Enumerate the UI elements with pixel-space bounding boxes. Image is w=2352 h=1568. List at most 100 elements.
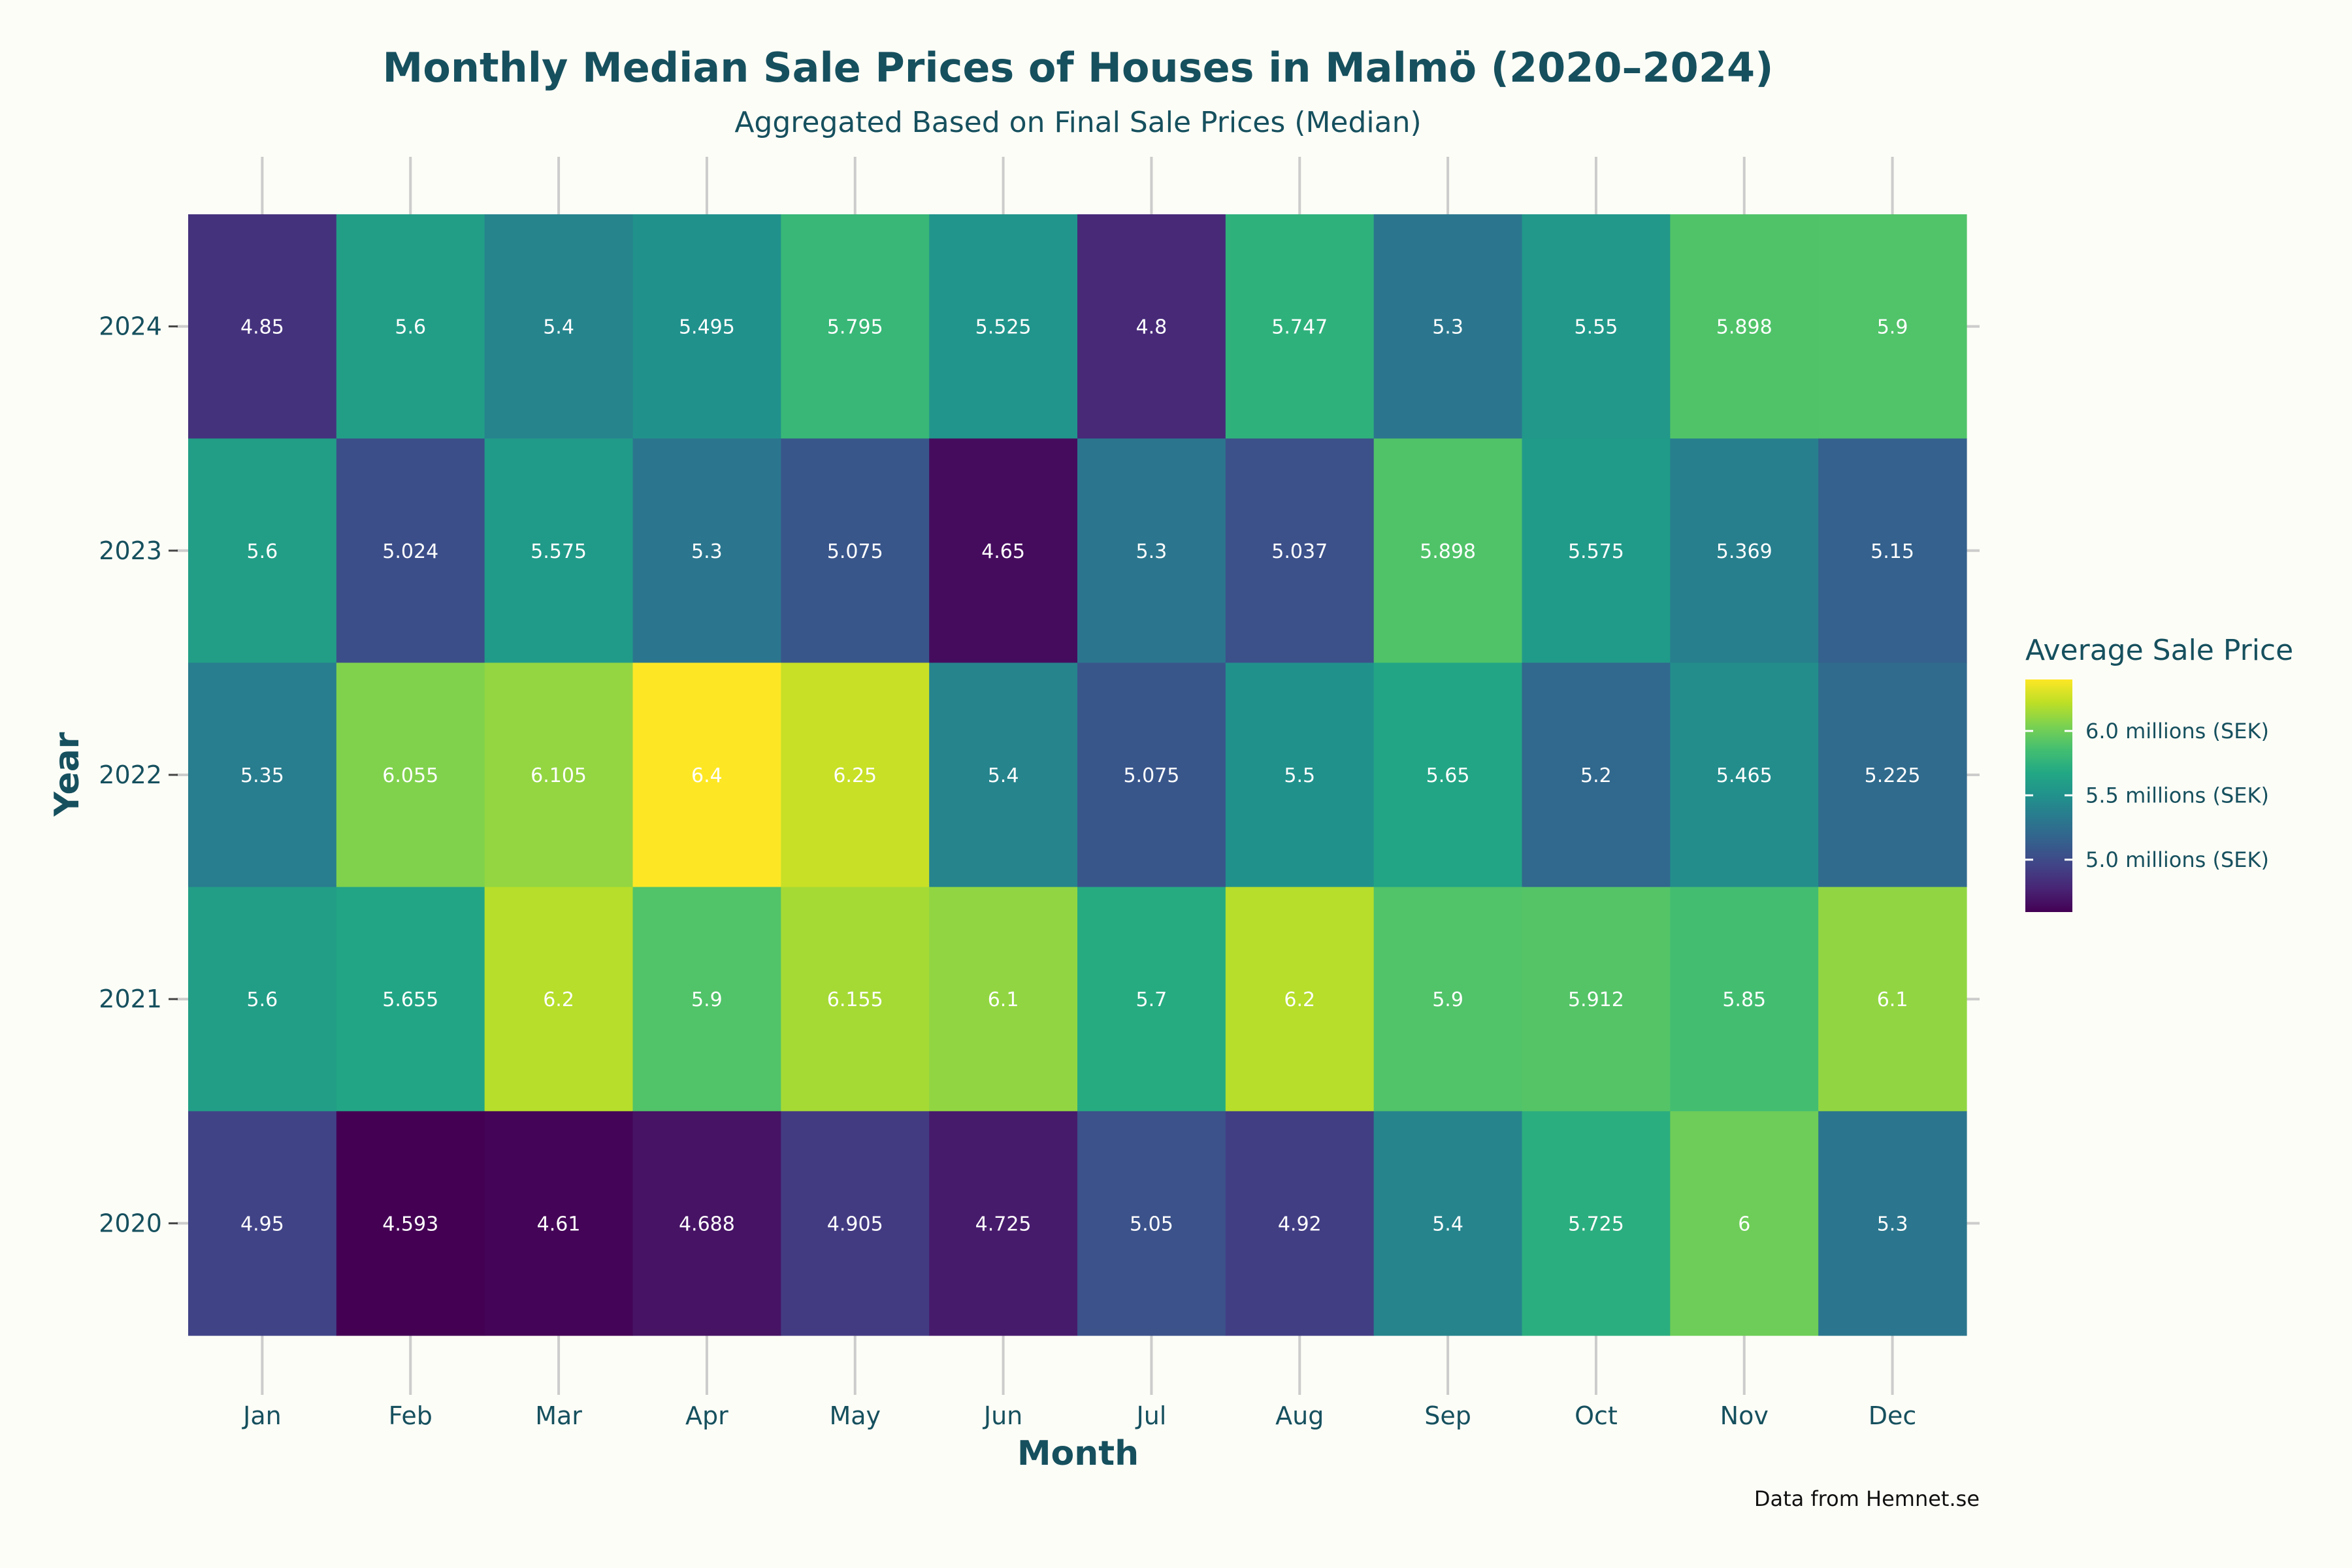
cell-value-label: 5.85: [1722, 988, 1766, 1011]
y-axis-title: Year: [48, 732, 87, 817]
cell-value-label: 4.61: [537, 1213, 581, 1235]
cell-value-label: 5.65: [1426, 764, 1470, 787]
cell-value-label: 5.912: [1568, 988, 1624, 1011]
heatmap-cell: [1522, 662, 1671, 888]
heatmap-cell: [929, 887, 1078, 1112]
cell-value-label: 5.55: [1575, 316, 1618, 339]
cell-value-label: 5.655: [382, 988, 438, 1011]
y-tick-label: 2022: [99, 760, 162, 789]
x-tick-label: Feb: [389, 1401, 433, 1430]
heatmap-cell: [1225, 438, 1375, 663]
cell-value-label: 5.6: [247, 540, 278, 563]
heatmap-cell: [336, 214, 485, 439]
x-tick-label: Nov: [1720, 1401, 1769, 1430]
heatmap-cell: [781, 214, 930, 439]
heatmap-cell: [1077, 662, 1226, 888]
cell-value-label: 5.9: [1432, 988, 1463, 1011]
cell-value-label: 4.85: [240, 316, 284, 339]
cell-value-label: 6.155: [827, 988, 883, 1011]
heatmap-cell: [781, 438, 930, 663]
cell-value-label: 6.2: [1284, 988, 1315, 1011]
heatmap-cell: [1522, 1111, 1671, 1336]
cell-value-label: 5.225: [1865, 764, 1921, 787]
cell-value-label: 5.075: [827, 540, 883, 563]
chart-subtitle: Aggregated Based on Final Sale Prices (M…: [734, 106, 1421, 139]
cell-value-label: 5.525: [975, 316, 1032, 339]
x-tick-label: Mar: [535, 1401, 582, 1430]
cell-value-label: 5.4: [988, 764, 1019, 787]
heatmap-cell: [632, 438, 781, 663]
cell-value-label: 5.6: [395, 316, 426, 339]
y-tick-label: 2021: [99, 985, 162, 1013]
cell-value-label: 5.747: [1271, 316, 1328, 339]
heatmap-cell: [1818, 1111, 1967, 1336]
cell-value-label: 5.9: [691, 988, 723, 1011]
heatmap-cell: [781, 662, 930, 888]
y-tick-label: 2024: [99, 312, 162, 341]
heatmap-cell: [929, 214, 1078, 439]
heatmap-cell: [1670, 662, 1819, 888]
heatmap-cell: [1670, 438, 1819, 663]
cell-value-label: 5.35: [240, 764, 284, 787]
heatmap-cell: [484, 1111, 634, 1336]
cell-value-label: 5.3: [1432, 316, 1463, 339]
heatmap-cell: [484, 662, 634, 888]
heatmap-cell: [1077, 1111, 1226, 1336]
heatmap-cell: [484, 214, 634, 439]
cell-value-label: 5.05: [1130, 1213, 1173, 1235]
heatmap-cell: [929, 1111, 1078, 1336]
cell-value-label: 5.7: [1136, 988, 1168, 1011]
heatmap-cell: [1077, 214, 1226, 439]
cell-value-label: 5.5: [1284, 764, 1315, 787]
heatmap-cell: [1670, 1111, 1819, 1336]
cell-value-label: 4.905: [827, 1213, 883, 1235]
x-tick-label: Jan: [242, 1401, 282, 1430]
cell-value-label: 6.2: [543, 988, 574, 1011]
heatmap-cell: [188, 887, 337, 1112]
heatmap-cell: [1077, 887, 1226, 1112]
axis-ticks: Jan Feb Mar Apr May Jun Jul Aug Sep Oct Nov Dec 2024…: [99, 312, 1916, 1430]
cell-value-label: 5.369: [1716, 540, 1772, 563]
legend-tick-label: 5.5 millions (SEK): [2085, 783, 2269, 808]
heatmap-cell: [336, 662, 485, 888]
x-tick-label: Aug: [1275, 1401, 1324, 1430]
x-tick-label: May: [829, 1401, 881, 1430]
heatmap-cell: [632, 662, 781, 888]
cell-value-label: 4.725: [975, 1213, 1032, 1235]
heatmap-cell: [1522, 214, 1671, 439]
cell-value-label: 4.95: [240, 1213, 284, 1235]
heatmap-cell: [632, 214, 781, 439]
x-tick-label: Dec: [1869, 1401, 1917, 1430]
cell-value-label: 5.024: [382, 540, 438, 563]
cell-value-label: 5.575: [1568, 540, 1624, 563]
cell-value-label: 5.3: [1877, 1213, 1908, 1235]
cell-value-label: 4.8: [1136, 316, 1168, 339]
color-legend: Average Sale Price 6.0 millions (SEK) 5.5…: [2025, 634, 2293, 912]
y-tick-label: 2023: [99, 536, 162, 565]
cell-value-label: 5.495: [679, 316, 735, 339]
heatmap-cell: [1818, 438, 1967, 663]
x-axis-title: Month: [1017, 1434, 1139, 1473]
cell-value-label: 5.795: [827, 316, 883, 339]
cell-value-label: 5.465: [1716, 764, 1772, 787]
heatmap-cell: [336, 438, 485, 663]
cell-value-label: 6.055: [382, 764, 438, 787]
x-tick-label: Apr: [685, 1401, 728, 1430]
cell-value-label: 5.075: [1123, 764, 1179, 787]
heatmap-cell: [1373, 1111, 1523, 1336]
cell-value-label: 5.725: [1568, 1213, 1624, 1235]
grid-lines: [176, 157, 1980, 1395]
heatmap-cell: [1373, 887, 1523, 1112]
legend-tick-label: 5.0 millions (SEK): [2085, 847, 2269, 872]
heatmap-cell: [336, 887, 485, 1112]
heatmap-cell: [929, 662, 1078, 888]
y-tick-label: 2020: [99, 1209, 162, 1237]
heatmap-cell: [188, 662, 337, 888]
heatmap-cell: [781, 887, 930, 1112]
cell-value-labels: 4.85 5.6 5.4 5.495 5.795 5.525 4.8 5.747 5.3 5.55…: [240, 316, 1921, 1236]
chart-title: Monthly Median Sale Prices of Houses in …: [383, 44, 1774, 91]
heatmap-cell: [1373, 662, 1523, 888]
caption: Data from Hemnet.se: [1754, 1486, 1980, 1511]
legend-tick-label: 6.0 millions (SEK): [2085, 719, 2269, 743]
cell-value-label: 5.4: [543, 316, 574, 339]
